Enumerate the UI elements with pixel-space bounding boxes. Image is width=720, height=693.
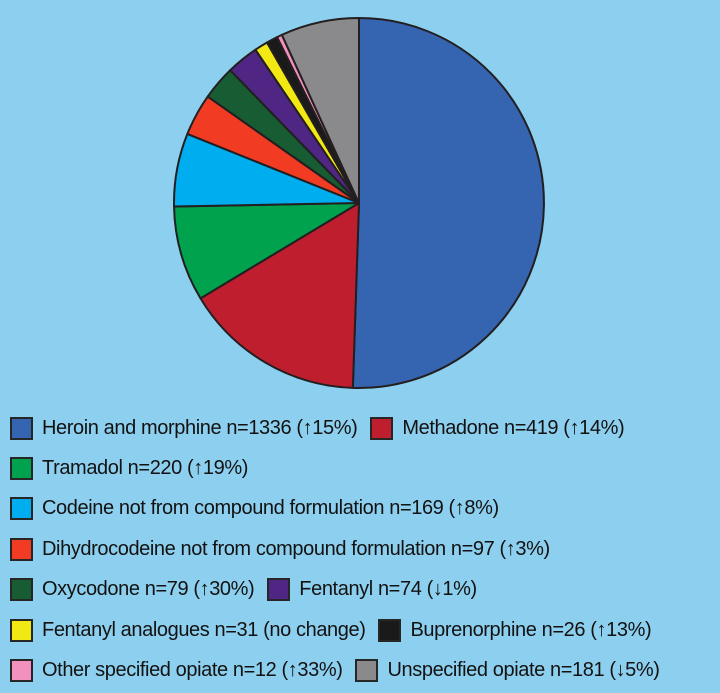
legend-swatch-tramadol [10, 457, 33, 481]
pie-slice-heroin-and-morphine [351, 17, 545, 389]
legend-row: Dihydrocodeine not from compound formula… [10, 529, 712, 569]
legend-label-buprenorphine: Buprenorphine n=26 (↑13%) [410, 618, 652, 641]
legend-row: Codeine not from compound formulation n=… [10, 489, 712, 529]
legend-swatch-other-specified-opiate [10, 659, 33, 683]
legend-swatch-methadone [370, 416, 394, 440]
pie-chart [173, 17, 545, 389]
pie-slice-tramadol [173, 202, 360, 300]
legend-item-fentanyl: Fentanyl n=74 (↓1%) [267, 578, 477, 602]
legend-swatch-buprenorphine [378, 618, 402, 642]
legend-item-codeine: Codeine not from compound formulation n=… [10, 497, 499, 521]
legend-label-codeine: Codeine not from compound formulation n=… [42, 497, 499, 520]
legend-label-dihydrocodeine: Dihydrocodeine not from compound formula… [42, 537, 550, 560]
legend-swatch-oxycodone [10, 578, 33, 602]
legend-label-fentanyl-analogues: Fentanyl analogues n=31 (no change) [42, 618, 366, 641]
legend-item-oxycodone: Oxycodone n=79 (↑30%) [10, 578, 255, 602]
legend-swatch-unspecified-opiate [355, 659, 379, 683]
legend-item-fentanyl-analogues: Fentanyl analogues n=31 (no change) [10, 618, 366, 642]
legend-label-unspecified-opiate: Unspecified opiate n=181 (↓5%) [387, 659, 660, 682]
legend-row: Fentanyl analogues n=31 (no change) Bupre… [10, 610, 712, 650]
legend-item-buprenorphine: Buprenorphine n=26 (↑13%) [378, 618, 652, 642]
legend-item-methadone: Methadone n=419 (↑14%) [370, 416, 625, 440]
legend-label-oxycodone: Oxycodone n=79 (↑30%) [42, 578, 255, 601]
legend-swatch-codeine [10, 497, 33, 521]
legend-swatch-fentanyl-analogues [10, 618, 33, 642]
pie-legend: Heroin and morphine n=1336 (↑15%) Methado… [0, 406, 720, 691]
pie-chart-area [173, 17, 545, 389]
legend-label-heroin-and-morphine: Heroin and morphine n=1336 (↑15%) [42, 416, 358, 439]
legend-swatch-fentanyl [267, 578, 291, 602]
legend-item-other-specified-opiate: Other specified opiate n=12 (↑33%) [10, 659, 343, 683]
legend-item-heroin-and-morphine: Heroin and morphine n=1336 (↑15%) [10, 416, 358, 440]
legend-label-methadone: Methadone n=419 (↑14%) [402, 416, 625, 439]
legend-swatch-dihydrocodeine [10, 537, 33, 561]
pie-slice-methadone [199, 202, 360, 389]
legend-item-tramadol: Tramadol n=220 (↑19%) [10, 457, 248, 481]
legend-item-unspecified-opiate: Unspecified opiate n=181 (↓5%) [355, 659, 660, 683]
legend-swatch-heroin-and-morphine [10, 416, 33, 440]
pie-slice-unspecified-opiate [280, 17, 360, 204]
legend-row: Other specified opiate n=12 (↑33%) Unspec… [10, 650, 712, 690]
legend-row: Heroin and morphine n=1336 (↑15%) Methado… [10, 408, 712, 448]
legend-label-other-specified-opiate: Other specified opiate n=12 (↑33%) [42, 659, 343, 682]
legend-label-tramadol: Tramadol n=220 (↑19%) [42, 457, 248, 480]
legend-label-fentanyl: Fentanyl n=74 (↓1%) [299, 578, 477, 601]
legend-row: Oxycodone n=79 (↑30%) Fentanyl n=74 (↓1%) [10, 570, 712, 610]
legend-item-dihydrocodeine: Dihydrocodeine not from compound formula… [10, 537, 550, 561]
legend-row: Tramadol n=220 (↑19%) [10, 448, 712, 488]
